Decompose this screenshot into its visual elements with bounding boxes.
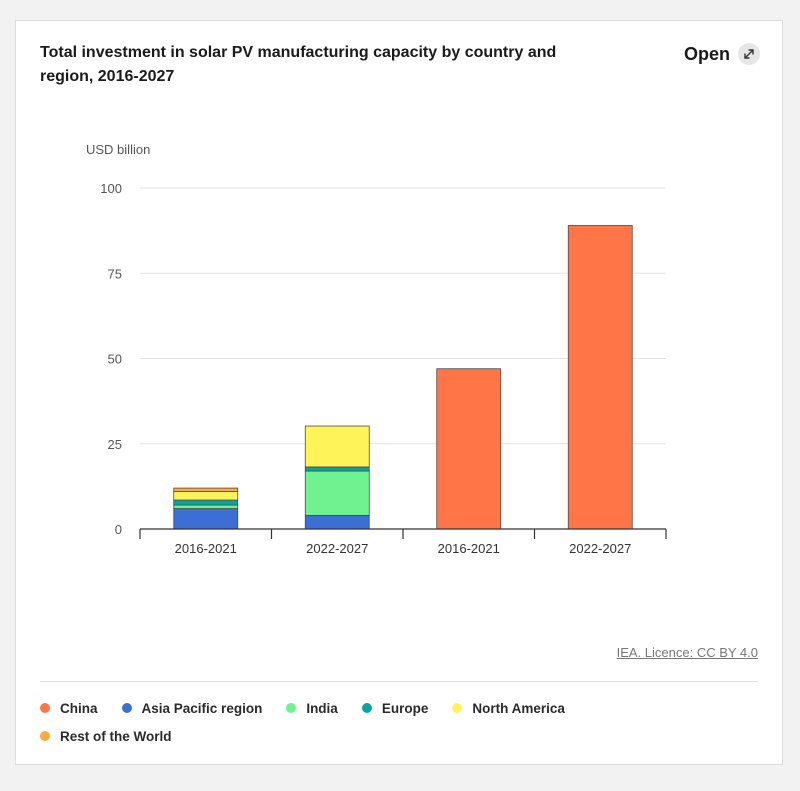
x-tick-label: 2016-2021 (175, 541, 237, 556)
legend-label: North America (472, 700, 565, 716)
legend-label: Rest of the World (60, 728, 172, 744)
legend-item[interactable]: India (286, 699, 338, 717)
y-axis-label: USD billion (86, 142, 150, 157)
legend-label: India (306, 700, 338, 716)
x-tick-label: 2022-2027 (569, 541, 631, 556)
y-tick-label: 0 (115, 522, 122, 537)
bar-segment-north-america[interactable] (304, 425, 370, 468)
legend-item[interactable]: Asia Pacific region (121, 699, 263, 717)
x-tick-label: 2022-2027 (306, 541, 368, 556)
legend-dot (121, 703, 132, 713)
bar-segment-europe[interactable] (304, 466, 370, 472)
expand-arrow-icon (738, 43, 760, 65)
bar-segment-rest-of-the-world[interactable] (173, 487, 239, 492)
bar-segment-asia-pacific-region[interactable] (173, 508, 239, 530)
open-button[interactable]: Open (684, 43, 760, 65)
chart-title: Total investment in solar PV manufacturi… (40, 44, 557, 85)
bar-segment-china[interactable] (436, 368, 502, 530)
chart-card: Total investment in solar PV manufacturi… (15, 20, 783, 765)
bar-segment-india[interactable] (304, 470, 370, 516)
x-tick-label: 2016-2021 (438, 541, 500, 556)
legend-item[interactable]: Europe (361, 699, 429, 717)
legend-item[interactable]: China (40, 699, 98, 717)
bar-segment-europe[interactable] (173, 499, 239, 506)
legend-dot (40, 703, 50, 713)
legend: China Asia Pacific region India Europe North… (40, 699, 640, 745)
bar-segment-china[interactable] (567, 225, 633, 530)
legend-label: China (60, 700, 98, 716)
legend-item[interactable]: North America (452, 699, 565, 717)
legend-dot (361, 703, 372, 713)
legend-dot (40, 731, 50, 741)
divider (40, 681, 758, 682)
bar-segment-asia-pacific-region[interactable] (304, 514, 370, 530)
bar-chart: USD billion 0 25 50 75 100 2016-2021 2022-2027… (86, 142, 667, 556)
y-tick-label: 25 (108, 437, 122, 452)
legend-label: Asia Pacific region (141, 700, 263, 716)
legend-item[interactable]: Rest of the World (40, 727, 172, 745)
legend-dot (286, 703, 297, 713)
y-tick-label: 75 (108, 266, 122, 281)
legend-dot (452, 703, 463, 713)
license-link[interactable]: IEA. Licence: CC BY 4.0 (616, 645, 758, 660)
legend-label: Europe (381, 700, 429, 716)
y-tick-label: 50 (108, 352, 122, 367)
bar-segment-north-america[interactable] (173, 491, 239, 501)
open-button-label: Open (683, 43, 730, 64)
bar-segment-india[interactable] (173, 504, 239, 509)
y-tick-label: 100 (100, 181, 122, 196)
